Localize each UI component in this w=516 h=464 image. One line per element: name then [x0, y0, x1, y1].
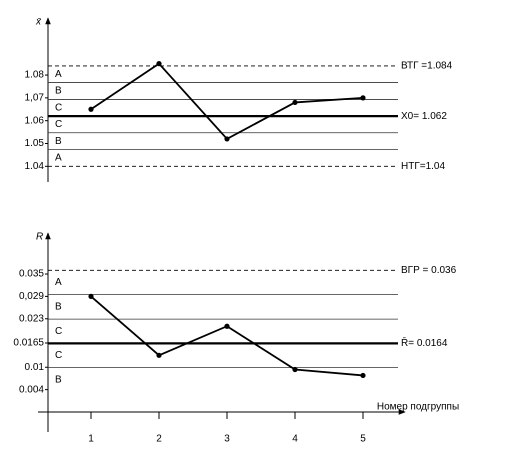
y-tick-label: 0.035	[19, 269, 44, 280]
data-point	[224, 136, 230, 142]
data-point	[88, 106, 94, 112]
control-limit-label: Х0= 1.062	[401, 111, 447, 122]
data-line	[90, 62, 364, 141]
control-limit-label: R̄= 0.0164	[401, 337, 448, 350]
data-point	[224, 323, 230, 329]
y-tick-label: 0.0165	[13, 338, 44, 349]
y-tick-label: 1.05	[25, 138, 45, 149]
zone-label: C	[55, 102, 62, 113]
zone-label: A	[55, 153, 62, 164]
y-tick-label: 1.08	[25, 70, 45, 81]
data-line	[90, 295, 364, 377]
zone-label: B	[55, 86, 62, 97]
data-point	[156, 61, 162, 67]
data-point	[292, 99, 298, 106]
zone-label: B	[55, 301, 62, 312]
data-point	[360, 372, 366, 379]
y-tick-label: 1,07	[25, 92, 45, 103]
zone-label: A	[55, 69, 62, 80]
data-point	[360, 95, 366, 101]
y-tick-label: 0.004	[19, 384, 44, 395]
zone-label: B	[55, 136, 62, 147]
control-limit-label: ВТГ =1.084	[401, 61, 453, 72]
x-tick-label: 4	[292, 434, 298, 445]
y-axis-title: x̄	[35, 17, 42, 28]
y-tick-label: 0.01	[25, 362, 45, 373]
y-tick-label: 1.04	[25, 161, 45, 172]
x-tick-label: 1	[88, 434, 94, 445]
x-tick-label: 2	[156, 434, 162, 445]
zone-label: C	[55, 350, 62, 361]
y-axis-title: R	[36, 232, 43, 243]
zone-label: C	[55, 326, 62, 337]
y-tick-label: 1.06	[25, 115, 45, 126]
control-limit-label: ВГР = 0.036	[401, 265, 457, 276]
control-limit-label: НТГ=1.04	[401, 161, 445, 172]
data-point	[88, 293, 94, 299]
data-point	[156, 352, 162, 358]
zone-label: C	[55, 119, 62, 130]
x-tick-label: 3	[224, 434, 230, 445]
zone-label: A	[55, 277, 62, 288]
y-tick-label: 0,029	[19, 291, 44, 302]
zone-label: B	[55, 374, 62, 385]
data-point	[292, 366, 298, 373]
x-tick-label: 5	[360, 434, 366, 445]
x-axis-title: Номер подгруппы	[377, 402, 459, 413]
y-tick-label: 0.023	[19, 313, 44, 324]
